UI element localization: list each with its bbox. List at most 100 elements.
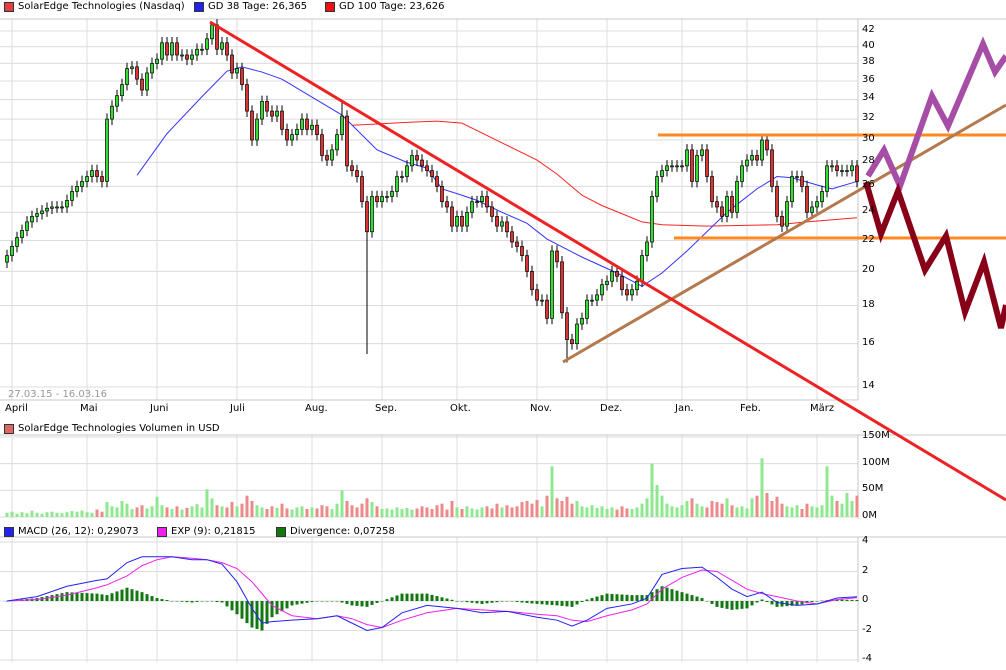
volume-bar: [325, 506, 329, 517]
price-tick-label: 22: [862, 233, 875, 245]
x-tick-label: Sep.: [375, 403, 398, 414]
volume-bar: [695, 503, 699, 517]
candle-body: [415, 155, 419, 161]
candle-body: [10, 246, 14, 256]
candle-body: [780, 216, 784, 227]
price-tick-label: 30: [862, 133, 875, 144]
divergence-bar: [635, 595, 639, 601]
volume-bar: [130, 509, 134, 517]
divergence-bar: [495, 601, 499, 603]
candle-body: [845, 170, 849, 172]
volume-bar: [460, 509, 464, 517]
candle-body: [670, 165, 674, 168]
candle-body: [260, 101, 264, 120]
candle-body: [345, 115, 349, 167]
volume-bar: [50, 511, 54, 517]
volume-bar: [835, 501, 839, 517]
gd38-swatch-icon: [194, 1, 204, 12]
volume-bar: [355, 507, 359, 517]
candle-body: [395, 176, 399, 192]
divergence-bar: [575, 601, 579, 605]
divergence-bar: [855, 599, 859, 601]
candle-body: [225, 42, 229, 56]
volume-bar: [510, 507, 514, 517]
volume-bar: [275, 507, 279, 517]
volume-bar: [735, 507, 739, 517]
candle-body: [380, 196, 384, 203]
candle-body: [405, 165, 409, 177]
divergence-bar: [415, 593, 419, 601]
divergence-bar: [185, 601, 189, 603]
volume-bar: [825, 466, 829, 517]
volume-bar: [190, 506, 194, 517]
volume-bar: [145, 508, 149, 517]
volume-bar: [640, 503, 644, 517]
price-tick-label: 38: [862, 56, 875, 68]
volume-bar: [475, 509, 479, 517]
candle-body: [145, 72, 149, 91]
candle-body: [605, 280, 609, 285]
divergence-bar: [5, 601, 9, 602]
divergence-bar: [295, 601, 299, 605]
candle-body: [805, 186, 809, 213]
candle-body: [105, 118, 109, 182]
divergence-bar: [250, 601, 254, 628]
volume-bar: [295, 507, 299, 517]
volume-bar: [80, 510, 84, 517]
volume-bar: [700, 506, 704, 517]
volume-bar: [650, 463, 654, 517]
divergence-bar: [230, 601, 234, 611]
divergence-bar: [300, 601, 304, 604]
volume-bar: [785, 506, 789, 517]
volume-bar: [55, 512, 59, 517]
candle-body: [575, 323, 579, 345]
divergence-bar: [695, 596, 699, 601]
volume-bar: [415, 508, 419, 517]
candle-body: [165, 42, 169, 56]
candle-body: [400, 176, 404, 178]
divergence-bar: [95, 593, 99, 601]
candle-body: [840, 170, 844, 172]
candle-body: [170, 42, 174, 56]
volume-bar: [585, 507, 589, 517]
divergence-bar: [340, 601, 344, 603]
candle-body: [410, 155, 414, 167]
divergence-bar: [490, 601, 494, 603]
divergence-bar: [625, 594, 629, 601]
candle-body: [620, 275, 624, 291]
volume-bar: [465, 506, 469, 517]
volume-bar: [420, 506, 424, 517]
volume-bar: [500, 507, 504, 517]
divergence-bar: [240, 601, 244, 619]
divergence-bar: [270, 601, 274, 618]
volume-bar: [490, 508, 494, 517]
divergence-bar: [760, 599, 764, 601]
candle-body: [200, 48, 204, 51]
volume-bar: [770, 501, 774, 517]
divergence-bar: [550, 601, 554, 606]
divergence-bar: [815, 601, 819, 602]
candle-body: [750, 155, 754, 161]
volume-bar: [705, 507, 709, 517]
candle-body: [850, 165, 854, 171]
legend-gd38-label: GD 38 Tage: 26,365: [208, 1, 308, 12]
divergence-bar: [665, 587, 669, 601]
candle-body: [390, 191, 394, 197]
volume-bar: [660, 495, 664, 517]
legend-divergence: Divergence: 0,07258: [276, 526, 395, 537]
divergence-bar: [290, 601, 294, 606]
price-tick-label: 36: [862, 73, 875, 85]
divergence-bar: [680, 592, 684, 601]
volume-bar: [765, 493, 769, 517]
candle-body: [300, 118, 304, 130]
macd-swatch-icon: [4, 526, 14, 537]
candle-body: [120, 84, 124, 97]
candle-body: [610, 271, 614, 282]
volume-bar: [340, 490, 344, 517]
divergence-bar: [170, 601, 174, 602]
candle-body: [720, 206, 724, 217]
divergence-bar: [200, 601, 204, 602]
volume-bar: [840, 503, 844, 517]
candle-body: [360, 176, 364, 203]
